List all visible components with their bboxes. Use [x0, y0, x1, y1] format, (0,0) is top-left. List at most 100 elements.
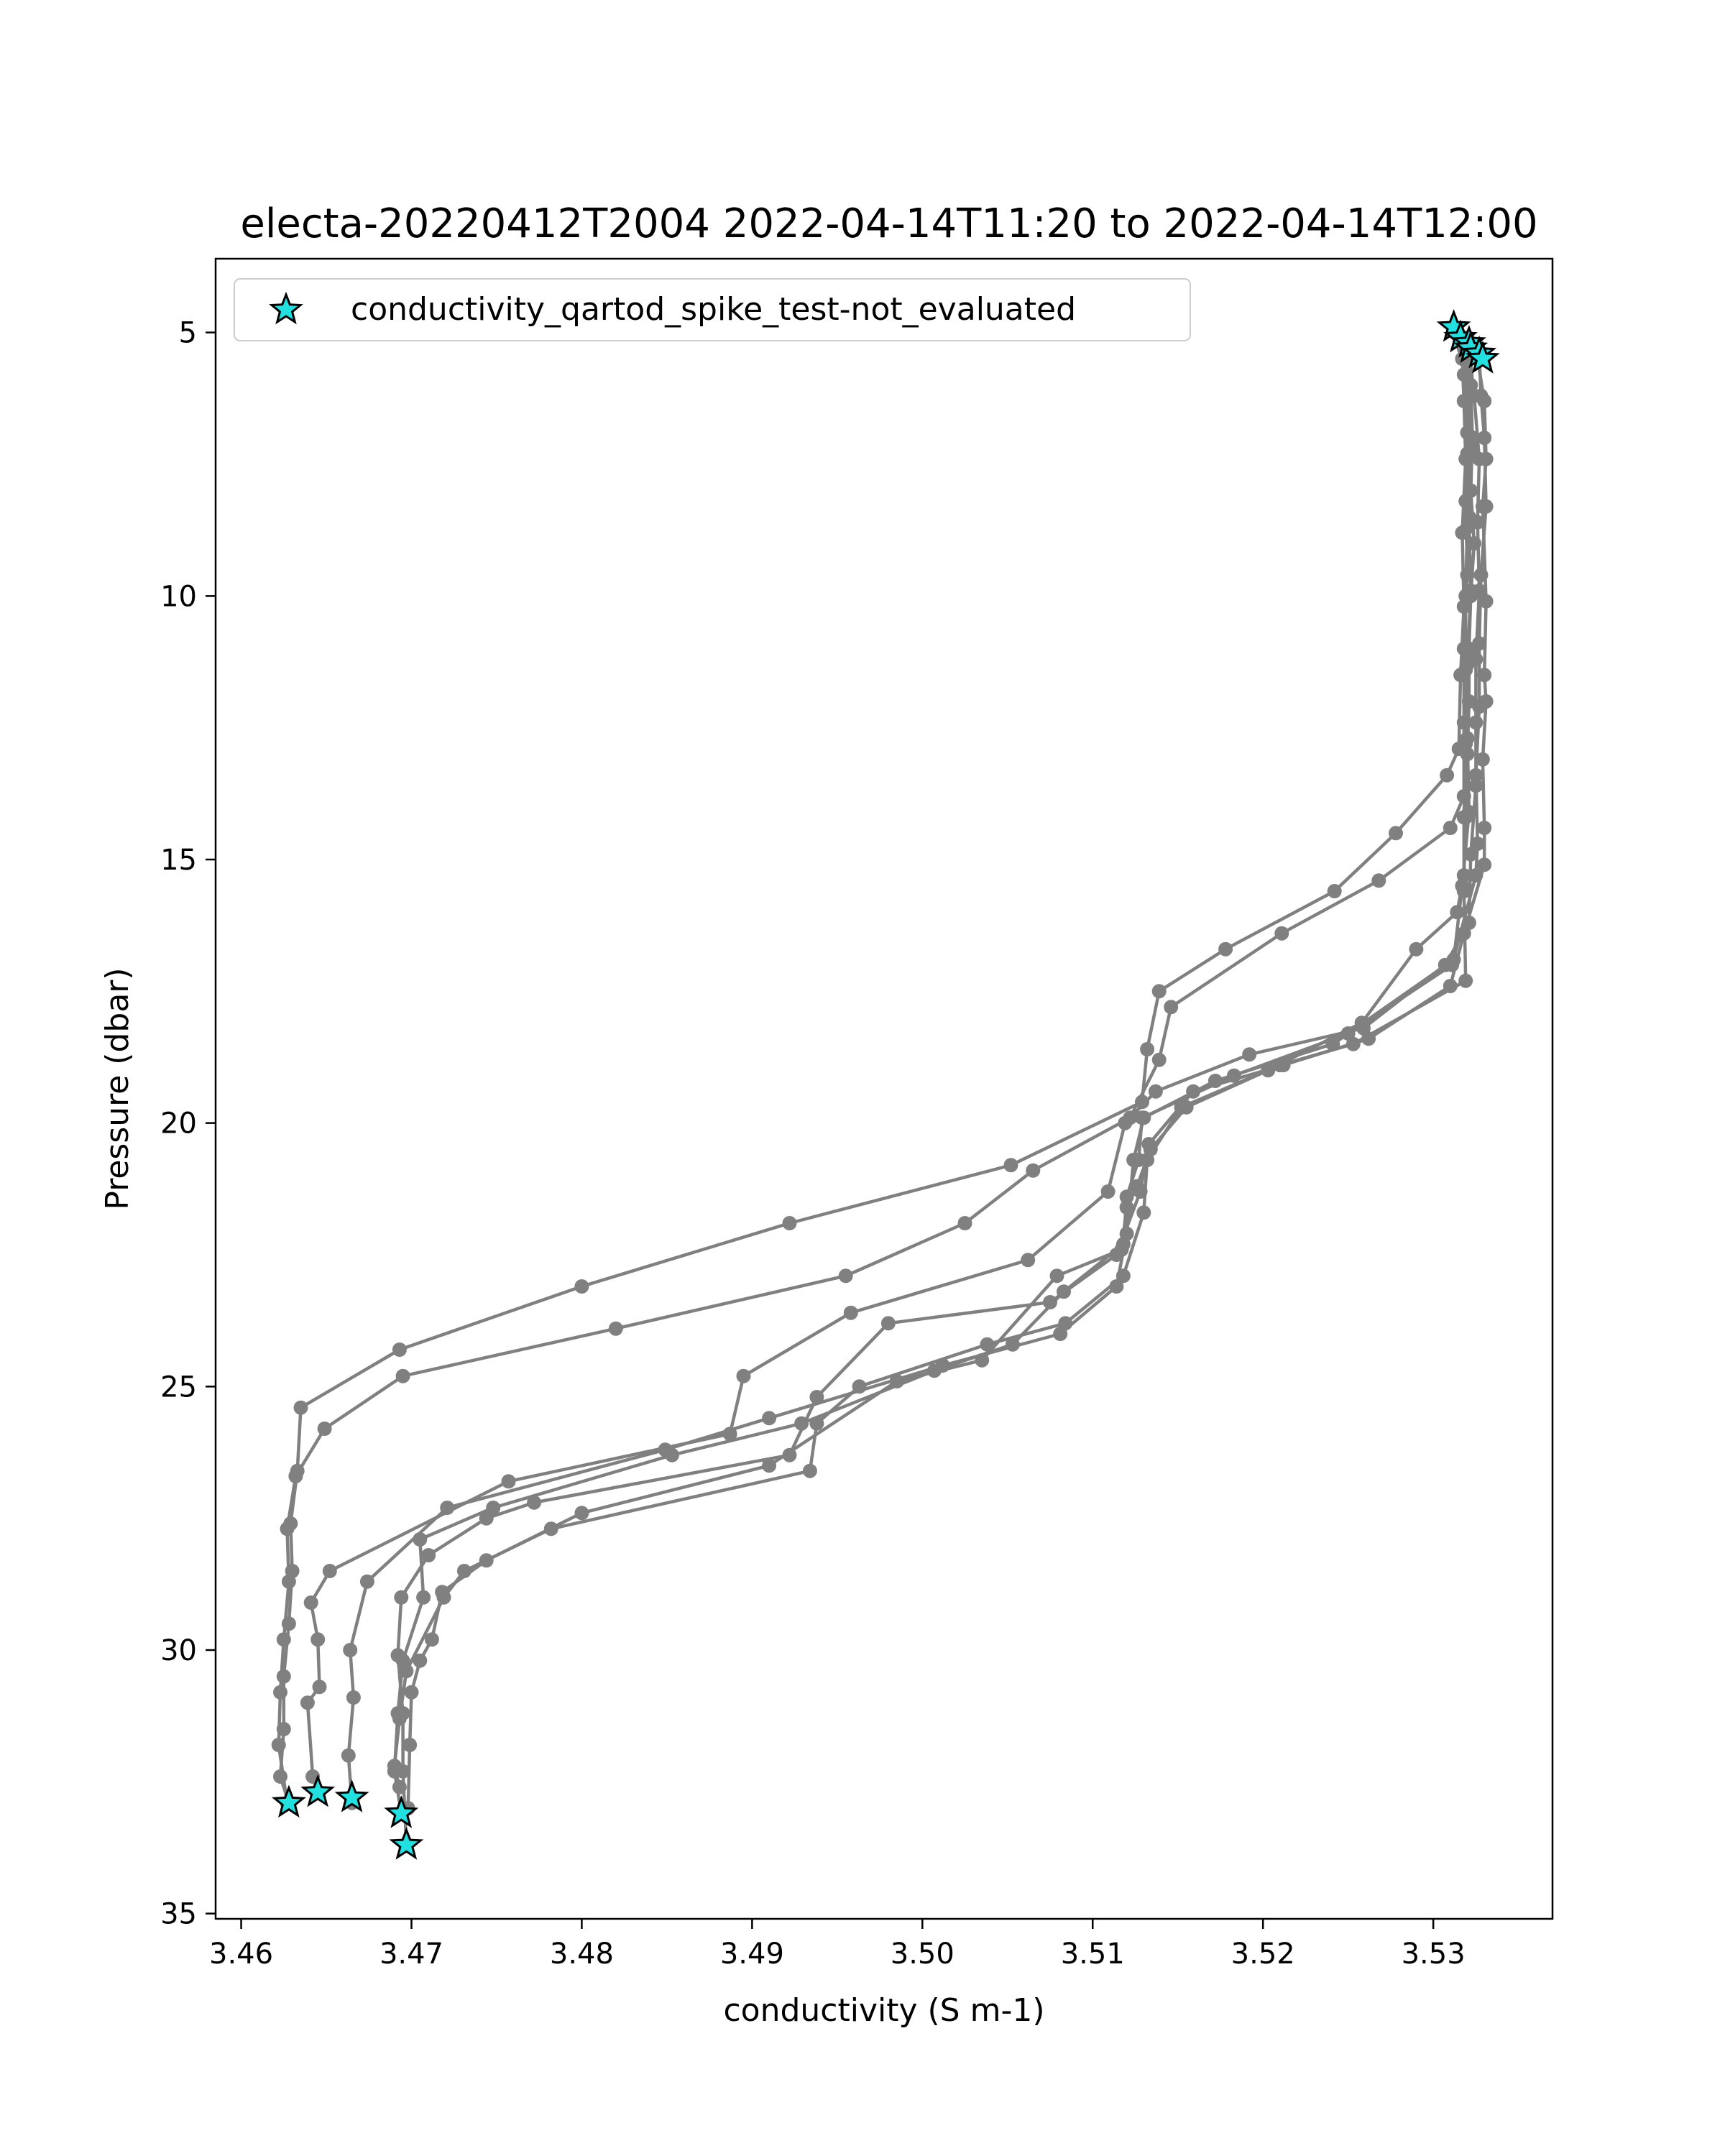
data-point	[310, 1632, 326, 1647]
data-point	[1458, 973, 1473, 988]
data-point	[392, 1342, 407, 1357]
data-point	[926, 1363, 942, 1378]
data-point	[276, 1669, 291, 1684]
data-point	[1468, 768, 1484, 783]
data-point	[1463, 847, 1478, 862]
data-point	[957, 1216, 972, 1230]
data-point	[1475, 752, 1490, 767]
data-point	[280, 1521, 295, 1537]
data-point	[1472, 699, 1487, 714]
data-point	[608, 1321, 623, 1336]
series-6	[341, 346, 1494, 1810]
series-8	[387, 341, 1476, 1795]
data-point	[1003, 1158, 1018, 1173]
data-point	[838, 1268, 853, 1284]
data-point	[1371, 873, 1386, 888]
data-point	[1456, 884, 1471, 898]
data-point	[1443, 821, 1458, 835]
data-point	[980, 1337, 995, 1352]
data-point	[1140, 1153, 1155, 1167]
data-point	[402, 1738, 418, 1752]
data-point	[1116, 1268, 1131, 1284]
data-point	[288, 1469, 303, 1483]
data-point	[1057, 1284, 1071, 1299]
data-point	[1458, 736, 1473, 751]
data-point	[543, 1521, 558, 1537]
data-point	[1460, 520, 1475, 535]
data-point	[1129, 1179, 1144, 1194]
data-point	[1151, 984, 1167, 999]
y-tick-label: 35	[160, 1898, 197, 1931]
data-point	[303, 1595, 318, 1610]
x-tick-label: 3.48	[550, 1938, 614, 1971]
plot-frame	[214, 257, 1554, 1920]
data-point	[1472, 636, 1487, 651]
data-point	[1021, 1253, 1036, 1268]
data-point	[394, 1590, 409, 1605]
star-marker	[389, 1827, 424, 1860]
data-point	[794, 1416, 809, 1431]
data-point	[1461, 510, 1476, 525]
data-point	[1327, 884, 1342, 898]
data-point	[479, 1511, 494, 1526]
star-markers	[271, 309, 1500, 1860]
series-line	[406, 343, 1476, 1809]
data-point	[1118, 1115, 1133, 1130]
star-marker	[1465, 341, 1500, 374]
data-point	[395, 1368, 410, 1383]
legend: conductivity_qartod_spike_test-not_evalu…	[234, 278, 1191, 341]
data-point	[1346, 1036, 1361, 1051]
data-point	[852, 1379, 867, 1394]
data-point	[1440, 768, 1455, 783]
x-axis-label: conductivity (S m-1)	[723, 1992, 1044, 2029]
data-point	[762, 1411, 777, 1426]
data-point	[312, 1680, 327, 1695]
y-axis-label: Pressure (dbar)	[99, 967, 136, 1210]
data-point	[1468, 868, 1484, 883]
series-line	[396, 358, 1488, 1846]
data-point	[1272, 1058, 1287, 1072]
data-point	[1458, 663, 1473, 677]
series-line	[392, 337, 1473, 1814]
y-tick-label: 25	[160, 1370, 197, 1404]
data-point	[1468, 715, 1484, 730]
series-5	[400, 336, 1481, 1815]
data-point	[293, 1400, 308, 1415]
data-point	[1135, 1110, 1149, 1125]
data-point	[809, 1390, 824, 1404]
data-point	[1140, 1042, 1155, 1056]
data-point	[486, 1501, 501, 1515]
data-point	[1409, 941, 1424, 957]
star-marker	[334, 1779, 369, 1812]
data-point	[343, 1643, 358, 1657]
data-point	[281, 1574, 296, 1589]
data-point	[1458, 589, 1473, 604]
plot-data	[271, 309, 1500, 1860]
data-point	[1148, 1084, 1163, 1099]
data-point	[271, 1738, 286, 1752]
data-point	[1026, 1163, 1041, 1178]
y-tick-label: 5	[179, 317, 197, 350]
data-point	[665, 1447, 679, 1462]
data-point	[574, 1279, 589, 1294]
data-point	[392, 1711, 407, 1726]
data-point	[1473, 388, 1489, 403]
y-tick-label: 15	[160, 844, 197, 877]
data-point	[574, 1506, 589, 1521]
data-point	[1446, 952, 1461, 967]
data-point	[1478, 594, 1494, 609]
x-tick-label: 3.51	[1061, 1938, 1125, 1971]
data-point	[421, 1548, 436, 1562]
data-point	[413, 1532, 428, 1547]
data-point	[1477, 857, 1492, 872]
data-point	[1119, 1189, 1134, 1204]
data-point	[387, 1759, 402, 1774]
data-point	[1174, 1100, 1189, 1115]
data-point	[1470, 837, 1485, 851]
data-point	[1274, 926, 1289, 941]
data-point	[1100, 1184, 1116, 1199]
y-tick-label: 30	[160, 1634, 197, 1667]
y-tick-label: 20	[160, 1107, 197, 1141]
data-point	[1226, 1068, 1241, 1083]
